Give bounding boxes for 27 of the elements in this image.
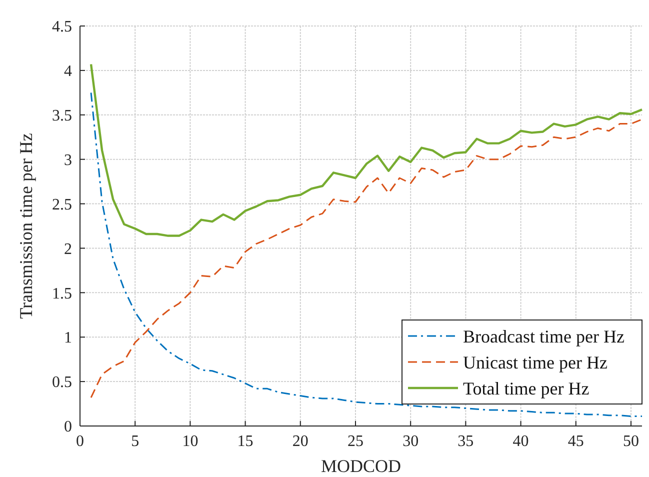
y-tick-label: 0 [64,418,72,436]
x-tick-label: 45 [568,433,584,450]
y-tick-label: 4 [64,63,72,80]
legend-label: Broadcast time per Hz [463,326,624,346]
x-tick-label: 15 [237,433,254,450]
x-tick-label: 35 [458,433,474,450]
legend-label: Unicast time per Hz [463,352,608,372]
y-tick-label: 3.5 [52,107,72,124]
y-axis-title: Transmission time per Hz [16,133,36,319]
legend-label: Total time per Hz [463,378,590,398]
x-tick-label: 0 [76,433,84,450]
x-tick-label: 5 [131,433,140,450]
y-tick-label: 4.5 [52,18,72,36]
y-tick-label: 1.5 [52,285,72,302]
y-tick-label: 1 [64,330,72,347]
line-series [90,63,644,237]
x-axis-title: MODCOD [320,456,402,476]
x-tick-label: 50 [622,433,639,450]
x-tick-label: 40 [512,433,529,450]
y-tick-label: 3 [64,152,72,169]
x-tick-label: 30 [402,433,419,450]
y-tick-label: 2 [64,240,72,258]
y-tick-label: 2.5 [52,196,72,214]
y-tick-label: 0.5 [52,374,72,392]
x-tick-label: 10 [182,433,198,450]
x-tick-label: 25 [347,433,364,450]
x-tick-label: 20 [292,433,308,450]
